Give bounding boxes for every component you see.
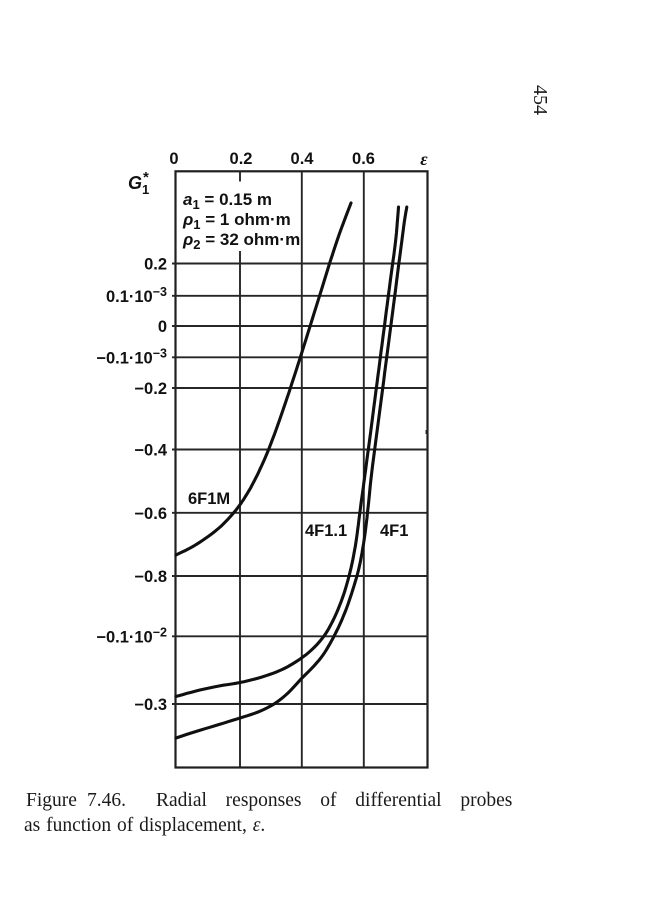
- svg-text:7.46.: 7.46.: [87, 790, 126, 811]
- svg-text:Figure: Figure: [26, 790, 77, 811]
- svg-text:G: G: [128, 173, 142, 193]
- svg-text:6F1M: 6F1M: [188, 490, 230, 508]
- svg-text:−0.2: −0.2: [134, 380, 167, 398]
- svg-text:*: *: [143, 169, 149, 186]
- svg-text:−0.3: −0.3: [134, 696, 167, 714]
- svg-text:−0.4: −0.4: [134, 442, 167, 460]
- svg-text:−0.6: −0.6: [134, 505, 167, 523]
- svg-text:0.4: 0.4: [291, 150, 315, 168]
- svg-text:0.2: 0.2: [144, 256, 167, 274]
- svg-text:0: 0: [169, 150, 178, 168]
- svg-text:454: 454: [529, 85, 551, 115]
- svg-text:a1 = 0.15 m: a1 = 0.15 m: [183, 190, 272, 212]
- svg-text:ρ1 = 1 ohm·m: ρ1 = 1 ohm·m: [182, 210, 291, 232]
- svg-text:−0.8: −0.8: [134, 568, 167, 586]
- svg-text:0.1·10−3: 0.1·10−3: [106, 285, 167, 306]
- svg-text:ρ2 = 32 ohm·m: ρ2 = 32 ohm·m: [182, 230, 300, 252]
- svg-text:0.6: 0.6: [352, 150, 375, 168]
- svg-text:1: 1: [142, 182, 149, 197]
- svg-text:−0.1·10−2: −0.1·10−2: [96, 625, 167, 646]
- svg-text:as function of displacement, ε: as function of displacement, ε.: [24, 815, 265, 836]
- svg-text:0.2: 0.2: [230, 150, 253, 168]
- svg-text:−0.1·10−3: −0.1·10−3: [96, 346, 167, 367]
- svg-text:0: 0: [158, 318, 167, 336]
- svg-text:4F1.1: 4F1.1: [305, 522, 347, 540]
- svg-text:Radial responses of differenti: Radial responses of differential probes: [156, 790, 512, 811]
- svg-text:4F1: 4F1: [380, 522, 408, 540]
- svg-text:ε: ε: [420, 149, 428, 169]
